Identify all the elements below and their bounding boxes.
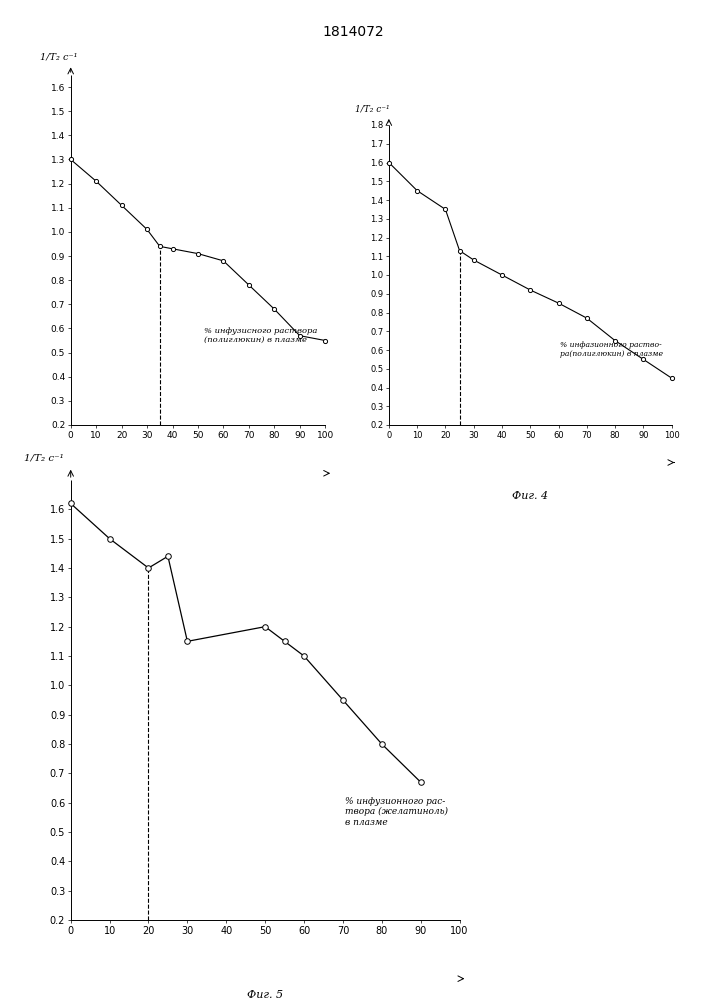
Text: 1814072: 1814072 [322, 25, 385, 39]
Text: 1/T₂ c⁻¹: 1/T₂ c⁻¹ [24, 453, 64, 462]
Text: % инфазионного раство-
ра(полиглюкин) в плазме: % инфазионного раство- ра(полиглюкин) в … [560, 341, 663, 358]
Text: % инфузионного рас-
твора (желатиноль)
в плазме: % инфузионного рас- твора (желатиноль) в… [345, 797, 448, 827]
Text: Фиг. 5: Фиг. 5 [247, 990, 284, 1000]
Text: 1/T₂ c⁻¹: 1/T₂ c⁻¹ [355, 104, 390, 113]
Text: Фиг. 4: Фиг. 4 [512, 491, 549, 501]
Text: 1/T₂ c⁻¹: 1/T₂ c⁻¹ [40, 52, 78, 61]
Text: % инфузисного раствора
(полиглюкин) в плазме: % инфузисного раствора (полиглюкин) в пл… [204, 327, 317, 344]
Text: Фиг. 3: Фиг. 3 [180, 488, 216, 498]
